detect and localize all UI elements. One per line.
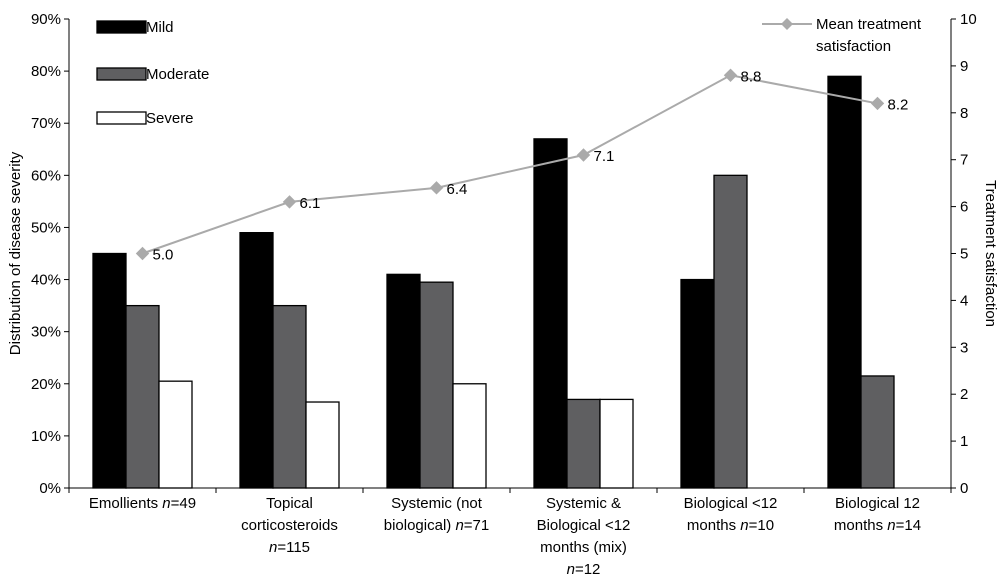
bar-mild — [533, 138, 568, 489]
category-label: Systemic & — [546, 495, 621, 512]
bar-severe — [158, 380, 193, 489]
bar-mild — [239, 232, 274, 489]
y-tick-label-left: 70% — [31, 115, 61, 132]
category-label: n=12 — [567, 561, 601, 578]
category-label: months (mix) — [540, 539, 627, 556]
satisfaction-point — [870, 96, 885, 111]
satisfaction-line: 5.0 6.1 6.4 7.1 8.8 8.2 — [135, 68, 909, 264]
y-tick-label-left: 90% — [31, 11, 61, 28]
y-tick-label-right: 10 — [960, 11, 977, 28]
satisfaction-point — [723, 68, 738, 82]
legend-diamond-icon — [781, 18, 793, 30]
satisfaction-data-label: 5.0 — [153, 247, 174, 264]
bar-moderate — [125, 304, 160, 489]
y-tick-label-left: 50% — [31, 219, 61, 236]
y-tick-label-left: 30% — [31, 324, 61, 341]
category-label: months n=14 — [834, 517, 921, 534]
bar-moderate — [272, 304, 307, 489]
category-label: Biological <12 — [684, 495, 778, 512]
axes: 0% 10% 20% 30% 40% 50% 60% 70% 80% 90% 0 1 2 3 4 5 6 7 8 9 1… — [31, 11, 977, 497]
y-tick-label-right: 4 — [960, 292, 968, 309]
y-tick-label-right: 7 — [960, 152, 968, 169]
satisfaction-data-label: 7.1 — [594, 148, 615, 165]
satisfaction-data-label: 8.2 — [888, 96, 909, 113]
bar-severe — [305, 401, 340, 489]
category-label: Emollients n=49 — [89, 495, 196, 512]
legend-label-severe: Severe — [146, 110, 194, 127]
bar-moderate — [566, 398, 601, 489]
satisfaction-line-path — [142, 74, 878, 255]
satisfaction-point — [282, 195, 297, 209]
y-tick-label-right: 0 — [960, 480, 968, 497]
bar-moderate — [713, 174, 748, 489]
bar-moderate — [419, 281, 454, 489]
y-tick-label-left: 0% — [39, 480, 61, 497]
category-labels: Emollients n=49 Topical corticosteroids n=1… — [89, 495, 921, 578]
bars — [92, 75, 895, 489]
category-label: Biological 12 — [835, 495, 920, 512]
satisfaction-data-label: 6.4 — [447, 181, 468, 198]
legend-label-satisfaction: satisfaction — [816, 38, 891, 55]
y-tick-label-right: 2 — [960, 386, 968, 403]
legend-label-mild: Mild — [146, 19, 174, 36]
y-tick-label-left: 20% — [31, 376, 61, 393]
bar-moderate — [860, 375, 895, 489]
category-label: Topical — [266, 495, 313, 512]
legend-swatch-moderate — [96, 67, 147, 81]
bar-mild — [827, 75, 862, 489]
legend: Mild Moderate Severe Mean treatment satisfac… — [96, 16, 922, 127]
satisfaction-point — [135, 246, 150, 261]
category-label: Biological <12 — [537, 517, 631, 534]
bar-mild — [386, 273, 421, 489]
y-tick-label-right: 3 — [960, 339, 968, 356]
y-axis-label: Distribution of disease severity — [7, 151, 24, 355]
bar-severe — [599, 398, 634, 489]
category-label: Systemic (not — [391, 495, 483, 512]
satisfaction-point — [429, 181, 444, 195]
legend-swatch-mild — [96, 20, 147, 34]
y-tick-label-left: 60% — [31, 167, 61, 184]
y-tick-label-left: 40% — [31, 272, 61, 289]
legend-label-moderate: Moderate — [146, 66, 209, 83]
bar-mild — [680, 278, 715, 489]
category-label: corticosteroids — [241, 517, 338, 534]
y-tick-label-right: 8 — [960, 105, 968, 122]
bar-severe — [452, 383, 487, 489]
satisfaction-data-label: 6.1 — [300, 195, 321, 212]
y-tick-label-left: 80% — [31, 63, 61, 80]
category-label: n=115 — [269, 539, 310, 556]
y-tick-label-right: 6 — [960, 199, 968, 216]
legend-swatch-severe — [96, 111, 147, 125]
category-label: biological) n=71 — [384, 517, 490, 534]
bar-mild — [92, 252, 127, 489]
satisfaction-point — [576, 148, 591, 162]
y-tick-label-left: 10% — [31, 428, 61, 445]
y2-axis-label: Treatment satisfaction — [982, 180, 999, 327]
y-tick-label-right: 5 — [960, 246, 968, 263]
category-label: months n=10 — [687, 517, 774, 534]
y-tick-label-right: 1 — [960, 433, 968, 450]
satisfaction-data-label: 8.8 — [741, 68, 762, 85]
legend-label-satisfaction: Mean treatment — [816, 16, 922, 33]
y-tick-label-right: 9 — [960, 58, 968, 75]
